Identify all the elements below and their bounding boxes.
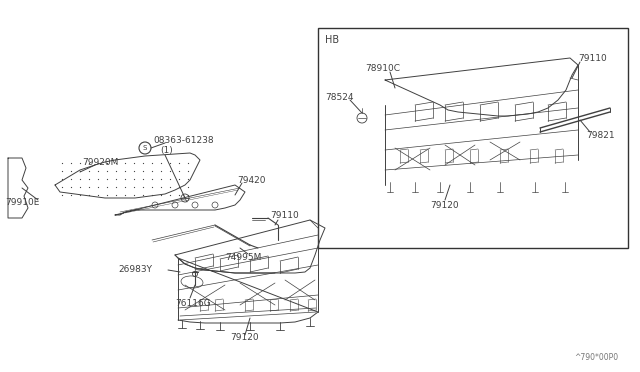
Text: 79120: 79120 — [430, 201, 459, 209]
Text: HB: HB — [325, 35, 339, 45]
Text: ^790*00P0: ^790*00P0 — [574, 353, 618, 362]
Text: 79120: 79120 — [230, 334, 259, 343]
Text: 08363-61238: 08363-61238 — [153, 135, 214, 144]
Text: 79110: 79110 — [578, 54, 607, 62]
Text: 26983Y: 26983Y — [118, 266, 152, 275]
Text: 76116G: 76116G — [175, 298, 211, 308]
Text: 78910C: 78910C — [365, 64, 400, 73]
Text: 79110: 79110 — [270, 211, 299, 219]
Text: S: S — [143, 145, 147, 151]
Text: 78524: 78524 — [325, 93, 353, 102]
Text: 79821: 79821 — [586, 131, 614, 140]
Text: 79910E: 79910E — [5, 198, 40, 206]
Text: 74995M: 74995M — [225, 253, 261, 262]
Bar — [318, 28, 628, 248]
Text: 79920M: 79920M — [82, 157, 118, 167]
Text: 79420: 79420 — [237, 176, 266, 185]
Text: (1): (1) — [160, 145, 173, 154]
